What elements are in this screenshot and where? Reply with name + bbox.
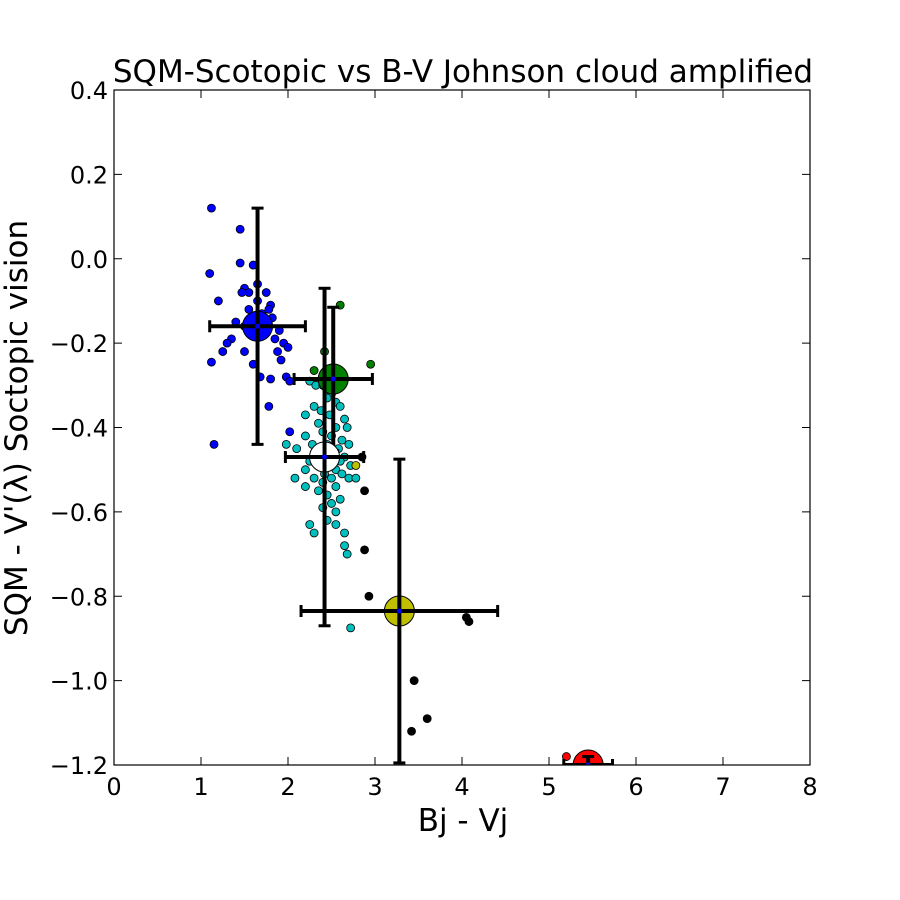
data-point bbox=[270, 334, 280, 344]
summary-center-dot bbox=[585, 762, 591, 765]
data-point bbox=[285, 376, 295, 386]
data-point bbox=[331, 520, 341, 529]
data-point bbox=[209, 439, 219, 449]
data-point bbox=[314, 418, 323, 428]
data-point bbox=[266, 374, 276, 384]
data-point bbox=[300, 431, 310, 441]
x-tick-label: 4 bbox=[454, 773, 469, 801]
x-tick-label: 3 bbox=[367, 773, 382, 801]
x-tick-label: 0 bbox=[106, 773, 121, 801]
data-point bbox=[273, 347, 282, 356]
data-point bbox=[340, 528, 349, 538]
y-tick-label: −1.2 bbox=[50, 752, 108, 780]
data-point bbox=[360, 486, 369, 496]
x-tick-label: 8 bbox=[802, 773, 817, 801]
data-point bbox=[337, 469, 347, 479]
x-tick-label: 1 bbox=[193, 773, 208, 801]
x-tick-label: 2 bbox=[280, 773, 295, 801]
x-tick-label: 7 bbox=[715, 773, 730, 801]
y-tick-label: −0.2 bbox=[50, 330, 108, 358]
summary-center-dot bbox=[396, 608, 402, 614]
data-point bbox=[237, 288, 247, 297]
y-tick-label: −0.4 bbox=[50, 415, 108, 443]
data-point bbox=[407, 726, 416, 736]
data-point bbox=[314, 486, 323, 496]
summary-center-dot bbox=[322, 454, 328, 460]
y-tick-label: −1.0 bbox=[50, 668, 108, 696]
data-point bbox=[340, 414, 349, 424]
data-point bbox=[309, 528, 319, 538]
data-point bbox=[292, 444, 302, 453]
data-point bbox=[205, 269, 215, 278]
data-point bbox=[309, 473, 319, 483]
data-point bbox=[264, 304, 274, 314]
data-point bbox=[351, 473, 361, 483]
data-point bbox=[309, 366, 319, 375]
data-point bbox=[342, 549, 352, 559]
data-point bbox=[337, 435, 347, 445]
y-axis-label: SQM - V'(λ) Soctopic vision bbox=[0, 220, 35, 636]
data-point bbox=[342, 423, 352, 432]
data-point bbox=[213, 296, 223, 306]
data-point bbox=[222, 338, 232, 348]
data-point bbox=[300, 465, 310, 475]
data-point bbox=[562, 752, 571, 761]
data-marks bbox=[205, 203, 615, 765]
data-point bbox=[244, 304, 254, 314]
data-point bbox=[207, 203, 216, 213]
data-point bbox=[290, 473, 300, 483]
data-point bbox=[346, 623, 356, 633]
data-point bbox=[360, 545, 369, 555]
data-point bbox=[344, 439, 354, 449]
data-point bbox=[331, 507, 341, 517]
x-tick-label: 5 bbox=[541, 773, 556, 801]
data-point bbox=[261, 288, 271, 297]
data-point bbox=[327, 473, 336, 483]
y-tick-label: 0.4 bbox=[70, 77, 108, 105]
data-point bbox=[327, 499, 336, 508]
data-point bbox=[335, 494, 345, 504]
data-point bbox=[305, 520, 315, 529]
x-axis-label: Bj - Vj bbox=[418, 803, 509, 839]
chart-title: SQM-Scotopic vs B-V Johnson cloud amplif… bbox=[113, 54, 813, 90]
data-point bbox=[276, 355, 286, 365]
data-point bbox=[285, 427, 295, 437]
data-point bbox=[351, 461, 361, 470]
data-point bbox=[464, 617, 474, 626]
data-point bbox=[283, 342, 293, 352]
data-point bbox=[235, 258, 245, 268]
y-tick-label: −0.8 bbox=[50, 583, 108, 611]
data-point bbox=[335, 402, 345, 411]
data-point bbox=[422, 714, 432, 723]
data-point bbox=[300, 482, 310, 491]
data-point bbox=[300, 410, 310, 420]
data-point bbox=[281, 439, 291, 449]
data-point bbox=[366, 359, 376, 369]
summary-center-dot bbox=[255, 323, 261, 329]
data-point bbox=[409, 676, 419, 686]
data-point bbox=[264, 402, 274, 411]
data-point bbox=[218, 347, 228, 356]
y-tick-label: 0.2 bbox=[70, 161, 108, 189]
y-tick-label: −0.6 bbox=[50, 499, 108, 527]
x-tick-label: 6 bbox=[628, 773, 643, 801]
data-point bbox=[240, 347, 249, 356]
data-point bbox=[364, 591, 374, 601]
data-point bbox=[309, 402, 319, 411]
data-point bbox=[331, 482, 341, 491]
y-tick-label: 0.0 bbox=[70, 246, 108, 274]
axes: 0 1 2 3 4 5 6 7 8 0.4 0.2 0.0 −0.2 −0.4 −0.6 −0.8 −1.0 −1… bbox=[50, 77, 818, 801]
summary-center-dot bbox=[330, 376, 336, 382]
data-point bbox=[207, 357, 216, 367]
data-point bbox=[235, 224, 245, 234]
data-point bbox=[340, 541, 349, 551]
